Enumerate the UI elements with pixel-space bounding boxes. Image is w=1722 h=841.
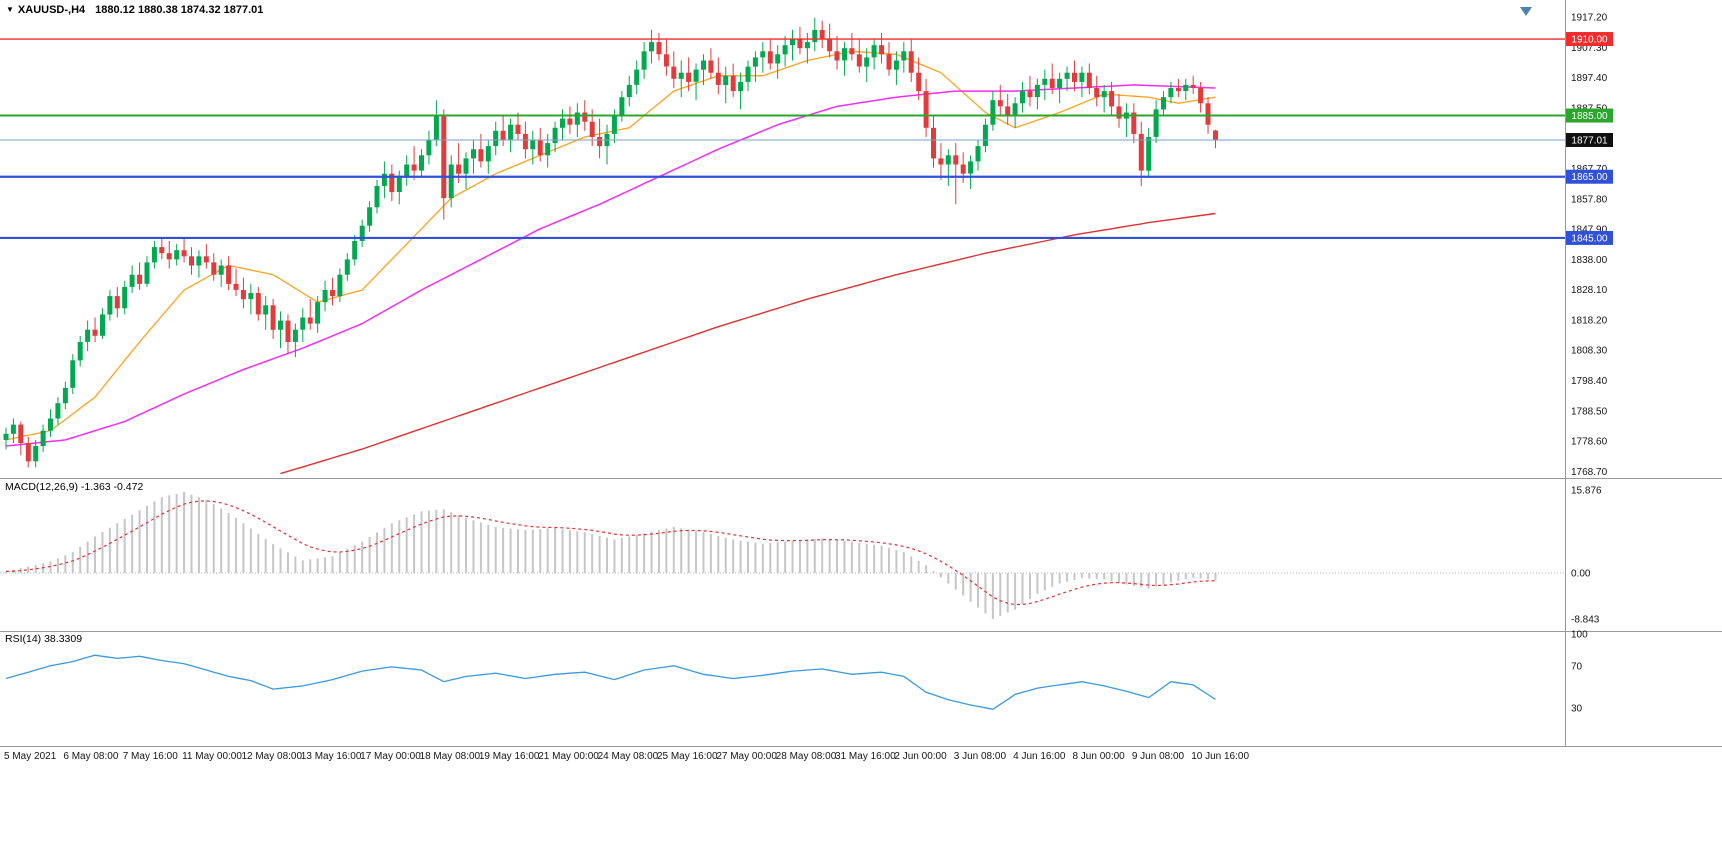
price-scale[interactable]: 1917.201907.301897.401887.501877.601867.… [1571,13,1608,478]
x-axis-label: 25 May 16:00 [657,751,718,762]
current-price-label: 1877.01 [1566,132,1613,147]
x-axis-label: 19 May 16:00 [479,751,540,762]
ma-fast-line [5,50,1216,441]
macd-indicator-label: MACD(12,26,9) -1.363 -0.472 [5,481,144,493]
svg-text:1910.00: 1910.00 [1571,35,1608,46]
x-axis-label: 3 Jun 08:00 [954,751,1007,762]
macd-tick: 15.876 [1571,485,1602,496]
x-axis-label: 13 May 16:00 [301,751,362,762]
price-tick: 1808.30 [1571,346,1608,357]
chart-canvas[interactable]: 1917.201907.301897.401887.501877.601867.… [0,0,1722,771]
x-axis-label: 28 May 08:00 [776,751,837,762]
x-axis-label: 9 Jun 08:00 [1132,751,1185,762]
price-tick: 1788.50 [1571,406,1608,417]
x-axis-label: 8 Jun 00:00 [1072,751,1125,762]
x-axis-label: 17 May 00:00 [360,751,421,762]
x-axis-label: 7 May 16:00 [123,751,178,762]
x-axis-label: 5 May 2021 [4,751,57,762]
price-tick: 1897.40 [1571,73,1608,84]
rsi-tick: 30 [1571,704,1583,715]
candles-layer [3,17,1218,468]
ohlc-header: ▼ XAUUSD-,H4 1880.12 1880.38 1874.32 1877.… [6,4,263,16]
price-tick: 1917.20 [1571,13,1608,24]
svg-text:1865.00: 1865.00 [1571,172,1608,183]
x-axis-label: 11 May 00:00 [182,751,242,762]
price-level-label-1885.00: 1885.00 [1566,108,1613,123]
price-tick: 1778.60 [1571,437,1608,448]
rsi-scale[interactable]: 100 70 30 [1571,630,1588,715]
x-axis-label: 21 May 00:00 [538,751,599,762]
x-axis-label: 2 Jun 00:00 [894,751,947,762]
chart-svg[interactable]: 1917.201907.301897.401887.501877.601867.… [0,0,1722,766]
rsi-tick: 70 [1571,661,1583,672]
price-level-label-1845.00: 1845.00 [1566,230,1613,245]
svg-text:1877.01: 1877.01 [1571,135,1608,146]
macd-tick: 0.00 [1571,569,1591,580]
x-axis-label: 12 May 08:00 [241,751,302,762]
price-tick: 1857.80 [1571,194,1608,205]
rsi-indicator-label: RSI(14) 38.3309 [5,633,83,645]
price-tick: 1867.70 [1571,164,1608,175]
macd-tick: -8.843 [1571,615,1600,626]
chart-shift-marker-icon[interactable] [1520,7,1532,16]
price-tick: 1847.90 [1571,225,1608,236]
price-level-label-1910.00: 1910.00 [1566,32,1613,47]
price-tick: 1828.10 [1571,285,1608,296]
x-axis-label: 10 Jun 16:00 [1191,751,1249,762]
ohlc-values: 1880.12 1880.38 1874.32 1877.01 [95,4,264,16]
price-tick: 1907.30 [1571,43,1608,54]
svg-text:1885.00: 1885.00 [1571,111,1608,122]
x-axis-label: 6 May 08:00 [63,751,118,762]
price-tick: 1818.20 [1571,315,1608,326]
x-axis-label: 31 May 16:00 [835,751,896,762]
macd-signal-line [5,500,1216,606]
macd-scale[interactable]: 15.876 0.00 -8.843 [1571,485,1602,625]
macd-histogram [5,491,1217,619]
time-scale[interactable]: 5 May 2021 6 May 08:00 7 May 16:00 11 May 0… [4,751,1249,762]
symbol-period-label: XAUUSD-,H4 [17,4,86,16]
x-axis-label: 18 May 08:00 [420,751,481,762]
symbol-dropdown-icon[interactable]: ▼ [6,5,14,14]
x-axis-label: 4 Jun 16:00 [1013,751,1066,762]
ma-slow-line [280,212,1216,475]
ma-mid-line [5,84,1216,447]
x-axis-label: 27 May 00:00 [716,751,777,762]
price-level-label-1865.00: 1865.00 [1566,169,1613,184]
rsi-tick: 100 [1571,630,1588,641]
rsi-line [5,654,1216,710]
x-axis-label: 24 May 08:00 [598,751,659,762]
price-tick: 1768.70 [1571,467,1608,478]
svg-text:1845.00: 1845.00 [1571,233,1608,244]
price-tick: 1838.00 [1571,255,1608,266]
price-tick: 1798.40 [1571,376,1608,387]
